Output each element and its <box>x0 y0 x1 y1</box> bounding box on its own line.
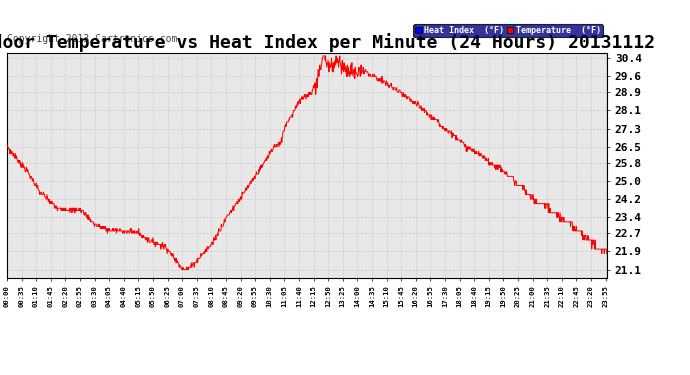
Title: Outdoor Temperature vs Heat Index per Minute (24 Hours) 20131112: Outdoor Temperature vs Heat Index per Mi… <box>0 33 655 53</box>
Legend: Heat Index  (°F), Temperature  (°F): Heat Index (°F), Temperature (°F) <box>413 24 603 37</box>
Text: Copyright 2013 Cartronics.com: Copyright 2013 Cartronics.com <box>7 33 177 44</box>
